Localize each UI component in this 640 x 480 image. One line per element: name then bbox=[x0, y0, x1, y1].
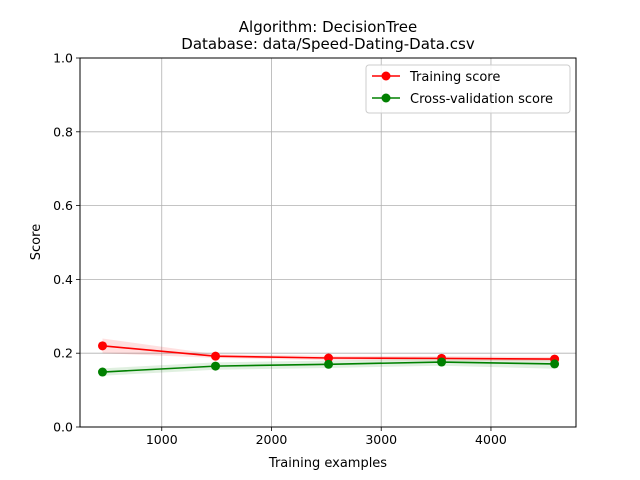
x-axis-label: Training examples bbox=[268, 456, 387, 471]
data-point-cross-validation-score bbox=[211, 361, 221, 371]
y-tick-label: 0.4 bbox=[53, 272, 73, 287]
y-tick-label: 0.2 bbox=[53, 346, 73, 361]
data-point-cross-validation-score bbox=[437, 357, 447, 367]
chart-title: Algorithm: DecisionTree bbox=[239, 18, 417, 36]
series-points bbox=[97, 341, 560, 377]
y-tick-label: 0.0 bbox=[53, 420, 73, 435]
y-axis-ticks: 0.0 0.2 0.4 0.6 0.8 1.0 bbox=[53, 51, 80, 435]
y-tick-label: 1.0 bbox=[53, 51, 73, 66]
x-tick-label: 2000 bbox=[256, 432, 288, 447]
data-point-training-score bbox=[97, 341, 107, 351]
data-point-cross-validation-score bbox=[550, 359, 560, 369]
legend: Training score Cross-validation score bbox=[365, 64, 571, 114]
chart-subtitle: Database: data/Speed-Dating-Data.csv bbox=[181, 35, 475, 53]
y-tick-label: 0.6 bbox=[53, 198, 73, 213]
data-point-cross-validation-score bbox=[97, 367, 107, 377]
legend-label-cross-validation-score: Cross-validation score bbox=[410, 92, 553, 107]
plot-area-frame bbox=[79, 57, 577, 428]
y-axis-label: Score bbox=[29, 224, 44, 260]
x-tick-label: 4000 bbox=[475, 432, 507, 447]
x-axis-ticks: 1000 2000 3000 4000 bbox=[146, 427, 507, 447]
data-point-training-score bbox=[211, 351, 221, 361]
data-point-cross-validation-score bbox=[324, 359, 334, 369]
data-point-training-score bbox=[324, 353, 334, 363]
legend-marker-cross-validation-score bbox=[381, 93, 391, 103]
legend-label-training-score: Training score bbox=[409, 70, 500, 85]
x-tick-label: 3000 bbox=[365, 432, 397, 447]
y-tick-label: 0.8 bbox=[53, 124, 73, 139]
legend-marker-training-score bbox=[381, 71, 391, 81]
x-tick-label: 1000 bbox=[146, 432, 178, 447]
legend-box bbox=[365, 64, 571, 114]
